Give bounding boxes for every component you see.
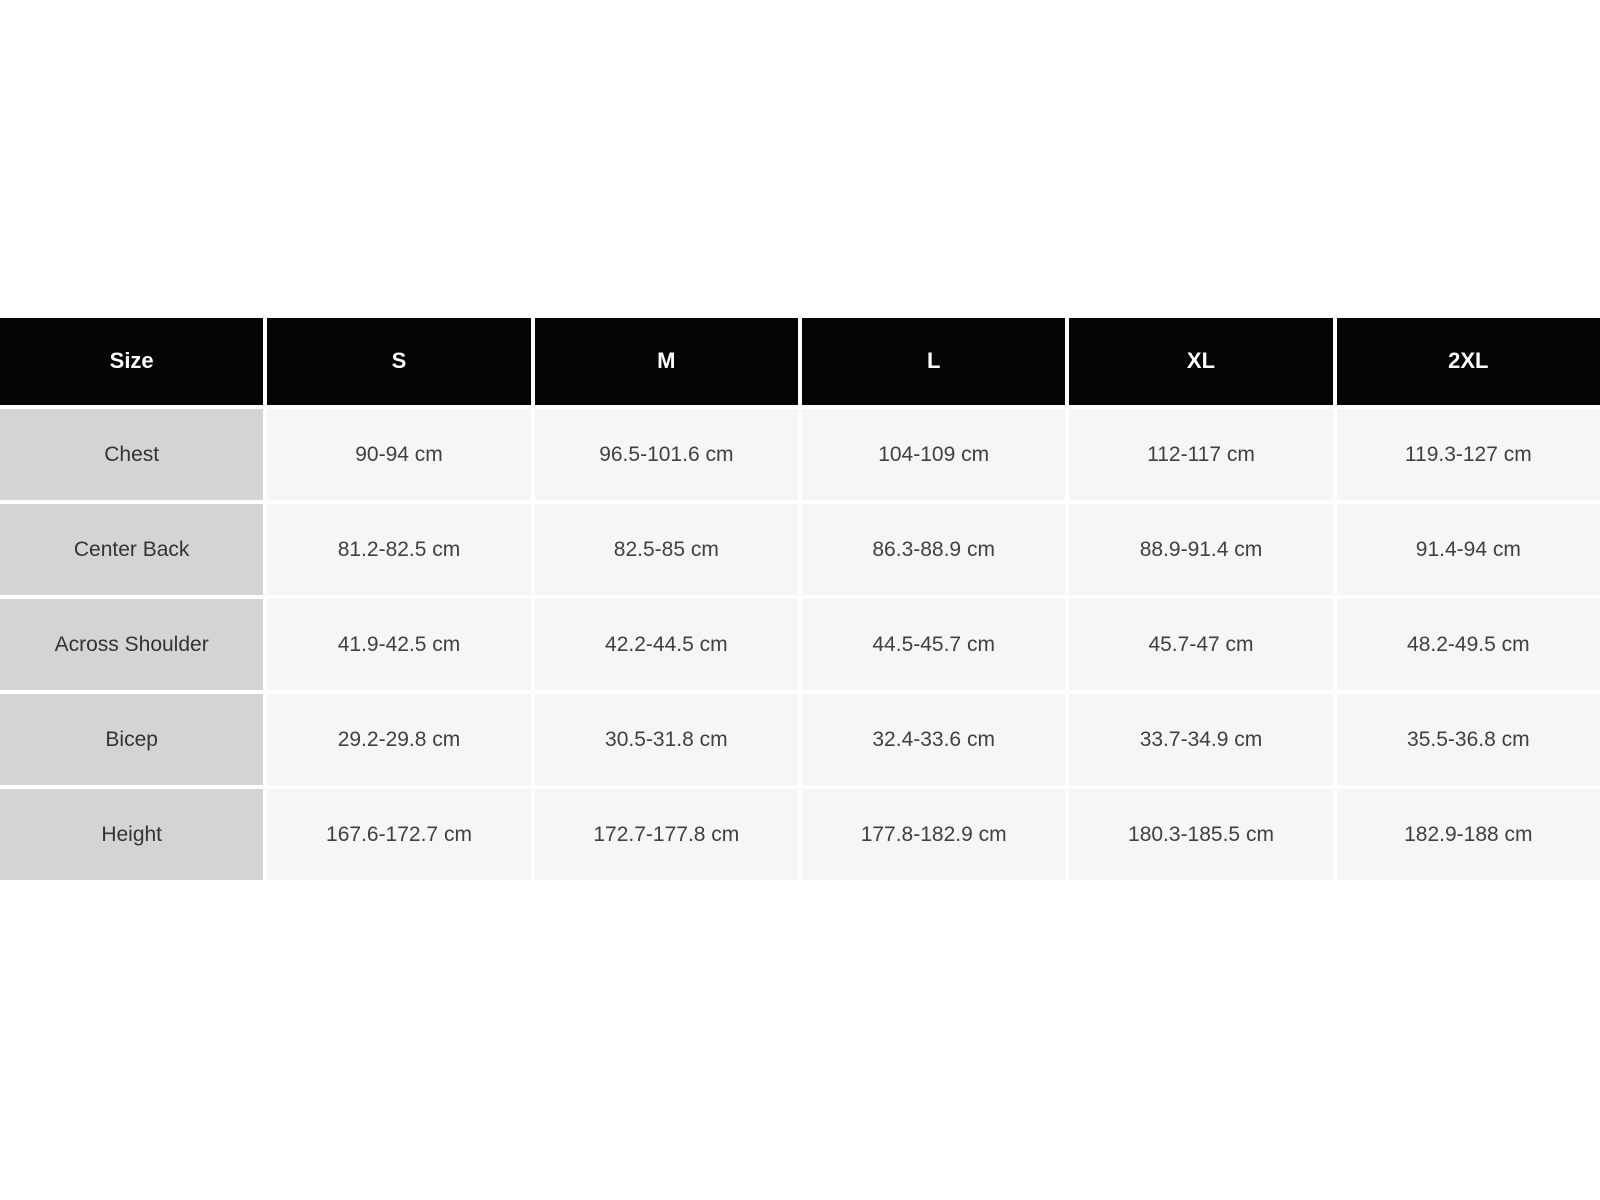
column-header-m: M [534, 318, 798, 405]
cell-height-l: 177.8-182.9 cm [802, 789, 1066, 880]
cell-height-xl: 180.3-185.5 cm [1069, 789, 1333, 880]
column-header-2xl: 2XL [1336, 318, 1600, 405]
cell-bicep-s: 29.2-29.8 cm [267, 694, 531, 785]
cell-across-shoulder-m: 42.2-44.5 cm [534, 599, 798, 690]
row-label-center-back: Center Back [0, 504, 264, 595]
cell-bicep-xl: 33.7-34.9 cm [1069, 694, 1333, 785]
column-header-l: L [802, 318, 1066, 405]
row-label-height: Height [0, 789, 264, 880]
cell-chest-2xl: 119.3-127 cm [1336, 409, 1600, 500]
row-label-across-shoulder: Across Shoulder [0, 599, 264, 690]
cell-bicep-l: 32.4-33.6 cm [802, 694, 1066, 785]
cell-height-m: 172.7-177.8 cm [534, 789, 798, 880]
cell-bicep-m: 30.5-31.8 cm [534, 694, 798, 785]
cell-across-shoulder-2xl: 48.2-49.5 cm [1336, 599, 1600, 690]
size-chart-table: Size S M L XL 2XL Chest 90-94 cm 96.5-10… [0, 318, 1600, 880]
cell-center-back-m: 82.5-85 cm [534, 504, 798, 595]
column-header-xl: XL [1069, 318, 1333, 405]
column-header-size: Size [0, 318, 264, 405]
cell-center-back-s: 81.2-82.5 cm [267, 504, 531, 595]
cell-height-2xl: 182.9-188 cm [1336, 789, 1600, 880]
cell-center-back-2xl: 91.4-94 cm [1336, 504, 1600, 595]
cell-chest-s: 90-94 cm [267, 409, 531, 500]
cell-chest-m: 96.5-101.6 cm [534, 409, 798, 500]
cell-across-shoulder-l: 44.5-45.7 cm [802, 599, 1066, 690]
cell-chest-l: 104-109 cm [802, 409, 1066, 500]
row-label-chest: Chest [0, 409, 264, 500]
cell-center-back-xl: 88.9-91.4 cm [1069, 504, 1333, 595]
cell-across-shoulder-xl: 45.7-47 cm [1069, 599, 1333, 690]
cell-across-shoulder-s: 41.9-42.5 cm [267, 599, 531, 690]
cell-chest-xl: 112-117 cm [1069, 409, 1333, 500]
cell-center-back-l: 86.3-88.9 cm [802, 504, 1066, 595]
column-header-s: S [267, 318, 531, 405]
cell-bicep-2xl: 35.5-36.8 cm [1336, 694, 1600, 785]
row-label-bicep: Bicep [0, 694, 264, 785]
cell-height-s: 167.6-172.7 cm [267, 789, 531, 880]
